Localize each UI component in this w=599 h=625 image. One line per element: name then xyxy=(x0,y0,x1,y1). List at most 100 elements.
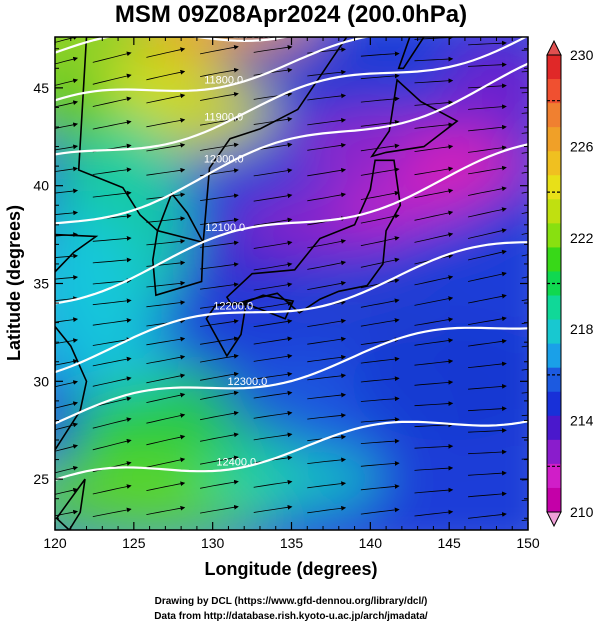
streamline xyxy=(200,319,239,327)
streamline xyxy=(414,443,454,449)
streamline xyxy=(414,56,454,62)
streamline xyxy=(468,293,507,304)
streamline xyxy=(360,119,400,127)
streamline xyxy=(414,338,454,346)
streamline xyxy=(414,317,454,326)
streamline xyxy=(360,51,400,57)
colorbar-bin xyxy=(547,247,561,273)
streamline xyxy=(55,275,79,280)
streamline xyxy=(307,373,347,381)
streamline xyxy=(200,217,239,225)
field-patch-17 xyxy=(290,278,451,329)
streamline xyxy=(200,282,239,290)
streamline xyxy=(360,356,400,364)
contour-label-12200: 12200.0 xyxy=(213,301,253,313)
streamline xyxy=(253,168,293,177)
field-patch-7 xyxy=(201,449,382,510)
streamline xyxy=(146,118,186,128)
streamline xyxy=(307,118,347,126)
streamline xyxy=(92,376,132,387)
streamline xyxy=(253,67,293,76)
streamline xyxy=(253,116,293,125)
streamline xyxy=(146,69,186,81)
streamline xyxy=(200,301,239,309)
streamline xyxy=(360,417,400,423)
streamline xyxy=(253,193,293,202)
streamline xyxy=(253,301,293,310)
streamline xyxy=(92,119,132,130)
y-axis-title: Latitude (degrees) xyxy=(4,205,24,361)
streamline xyxy=(307,69,347,77)
streamline xyxy=(92,356,132,367)
colorbar-label: 218 xyxy=(570,321,594,337)
streamline xyxy=(307,239,347,249)
streamline xyxy=(468,145,507,153)
streamline xyxy=(200,142,239,151)
contour-label-12100: 12100.0 xyxy=(205,222,245,234)
colorbar-label: 210 xyxy=(570,504,594,520)
streamline xyxy=(253,353,293,362)
streamline xyxy=(360,461,400,467)
streamline xyxy=(414,487,454,494)
streamline xyxy=(307,354,347,363)
contour-11800 xyxy=(55,37,372,102)
streamline xyxy=(146,238,186,246)
streamline xyxy=(307,392,347,400)
streamline xyxy=(253,217,293,226)
y-tick-label: 30 xyxy=(33,373,49,389)
streamline xyxy=(55,338,79,345)
streamline xyxy=(253,432,293,441)
colorbar-bin xyxy=(547,487,561,513)
streamline xyxy=(55,296,79,302)
streamline xyxy=(146,167,186,176)
streamline xyxy=(468,338,507,347)
streamline xyxy=(55,100,79,108)
streamline xyxy=(200,193,239,201)
coastline-4 xyxy=(151,191,205,297)
contour-12400 xyxy=(55,420,528,481)
y-tick-label: 45 xyxy=(33,80,49,96)
streamline xyxy=(307,167,347,177)
colorbar-bin xyxy=(547,175,561,200)
streamline xyxy=(253,91,293,100)
streamline xyxy=(414,296,454,306)
credit-line-2: Data from http://database.rish.kyoto-u.a… xyxy=(154,611,428,622)
streamline xyxy=(307,192,347,202)
streamline xyxy=(307,336,347,345)
streamline xyxy=(414,275,454,286)
contour-label-12400: 12400.0 xyxy=(216,457,256,469)
colorbar: 210 214 218 222 226 230 xyxy=(546,39,594,528)
streamline xyxy=(146,93,186,104)
colorbar-bin xyxy=(547,415,561,441)
streamline xyxy=(146,434,186,446)
streamline xyxy=(360,143,400,152)
field-patch-15 xyxy=(217,43,398,94)
streamline xyxy=(253,45,293,53)
streamline xyxy=(200,455,239,465)
streamline xyxy=(253,282,293,291)
streamline xyxy=(55,56,79,65)
coastline-0 xyxy=(205,302,247,358)
streamline xyxy=(200,479,239,489)
streamline xyxy=(92,396,132,408)
colorbar-bin xyxy=(547,127,561,152)
streamline xyxy=(468,271,507,282)
field-patch-16 xyxy=(184,238,305,289)
streamline xyxy=(468,207,507,218)
colorbar-label: 230 xyxy=(570,47,594,63)
streamline xyxy=(414,380,454,386)
streamline xyxy=(468,186,507,196)
streamline xyxy=(414,359,454,366)
streamline xyxy=(55,465,79,474)
streamline xyxy=(360,257,400,268)
streamline xyxy=(146,354,186,364)
streamline xyxy=(361,32,399,35)
field-patch-9 xyxy=(349,321,528,442)
y-tick-label: 40 xyxy=(33,178,49,194)
streamline xyxy=(146,481,186,491)
streamline xyxy=(253,319,293,328)
streamline xyxy=(468,124,507,132)
streamline xyxy=(92,484,132,495)
coastline-9 xyxy=(397,37,425,70)
